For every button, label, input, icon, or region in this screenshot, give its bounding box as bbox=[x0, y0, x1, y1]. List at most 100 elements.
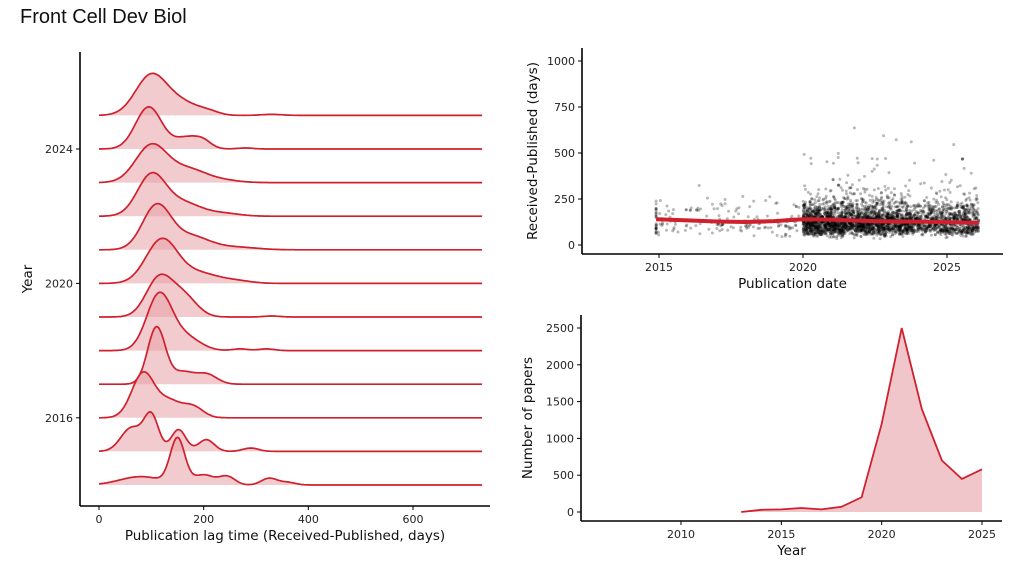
scatter-point bbox=[847, 225, 851, 229]
scatter-point bbox=[869, 211, 873, 215]
scatter-point bbox=[889, 227, 893, 231]
scatter-point bbox=[854, 214, 858, 218]
scatter-point bbox=[827, 213, 831, 216]
scatter-point bbox=[845, 211, 849, 215]
scatter-point bbox=[887, 211, 891, 215]
scatter-point bbox=[940, 180, 944, 184]
scatter-point bbox=[807, 206, 811, 210]
scatter-point bbox=[901, 229, 905, 233]
scatter-point bbox=[824, 231, 828, 235]
scatter-point bbox=[972, 227, 976, 231]
scatter-point bbox=[894, 225, 898, 229]
scatter-point bbox=[974, 225, 978, 229]
scatter-point bbox=[802, 213, 805, 217]
scatter-point bbox=[824, 208, 828, 212]
scatter-point bbox=[954, 213, 957, 217]
scatter-point bbox=[919, 182, 923, 186]
scatter-point bbox=[927, 212, 931, 216]
scatter-point bbox=[829, 210, 833, 214]
scatter-point bbox=[824, 211, 828, 214]
scatter-point bbox=[887, 230, 891, 234]
scatter-point bbox=[835, 224, 839, 228]
scatter-point bbox=[860, 216, 864, 220]
scatter-point bbox=[860, 225, 864, 229]
scatter-point bbox=[860, 228, 864, 231]
scatter-point bbox=[840, 201, 844, 204]
scatter-point bbox=[890, 227, 894, 231]
scatter-point bbox=[786, 225, 790, 228]
scatter-point bbox=[928, 228, 932, 232]
scatter-point bbox=[890, 228, 893, 232]
scatter-point bbox=[806, 222, 810, 226]
scatter-point bbox=[826, 214, 830, 218]
scatter-point bbox=[867, 223, 871, 227]
scatter-point bbox=[957, 210, 961, 213]
scatter-point bbox=[862, 228, 866, 232]
scatter-point bbox=[952, 215, 955, 219]
scatter-point bbox=[932, 214, 936, 218]
scatter-point bbox=[803, 184, 807, 188]
scatter-point bbox=[922, 210, 926, 214]
scatter-point bbox=[971, 232, 975, 236]
scatter-point bbox=[926, 227, 930, 231]
scatter-point bbox=[908, 209, 912, 212]
scatter-point bbox=[851, 209, 855, 213]
scatter-point bbox=[905, 204, 909, 208]
scatter-point bbox=[929, 216, 933, 220]
scatter-point bbox=[824, 227, 828, 230]
scatter-point bbox=[919, 214, 923, 218]
scatter-point bbox=[889, 217, 893, 220]
scatter-point bbox=[898, 232, 902, 236]
scatter-point bbox=[898, 226, 902, 230]
scatter-point bbox=[880, 207, 884, 211]
scatter-point bbox=[827, 227, 831, 231]
scatter-point bbox=[841, 225, 845, 229]
scatter-point bbox=[847, 186, 851, 190]
scatter-point bbox=[924, 214, 928, 218]
scatter-point bbox=[817, 224, 821, 228]
scatter-point bbox=[962, 192, 966, 196]
scatter-point bbox=[898, 229, 902, 233]
scatter-point bbox=[918, 204, 922, 208]
x-tick-label: 2015 bbox=[645, 261, 673, 274]
scatter-point bbox=[779, 223, 783, 227]
scatter-point bbox=[854, 199, 858, 203]
scatter-point bbox=[822, 207, 826, 211]
scatter-point bbox=[872, 229, 875, 233]
scatter-point bbox=[925, 196, 929, 199]
scatter-point bbox=[963, 211, 967, 215]
scatter-point bbox=[965, 230, 969, 234]
scatter-point bbox=[922, 199, 926, 203]
scatter-point bbox=[654, 207, 658, 211]
scatter-point bbox=[858, 214, 862, 218]
scatter-point bbox=[848, 223, 852, 227]
scatter-point bbox=[818, 223, 822, 227]
scatter-point bbox=[938, 210, 942, 214]
scatter-point bbox=[859, 192, 863, 196]
scatter-point bbox=[855, 223, 859, 227]
scatter-point bbox=[881, 206, 885, 210]
scatter-point bbox=[867, 230, 871, 234]
scatter-point bbox=[859, 228, 863, 232]
scatter-point bbox=[839, 227, 843, 231]
scatter-point bbox=[966, 231, 970, 235]
scatter-point bbox=[959, 215, 963, 219]
scatter-point bbox=[811, 222, 815, 226]
scatter-point bbox=[869, 228, 873, 232]
scatter-point bbox=[872, 230, 876, 234]
scatter-point bbox=[900, 201, 904, 205]
scatter-point bbox=[844, 215, 848, 219]
scatter-point bbox=[913, 228, 917, 232]
scatter-point bbox=[896, 208, 900, 212]
scatter-point bbox=[863, 174, 866, 178]
scatter-point bbox=[809, 223, 813, 227]
scatter-point bbox=[801, 222, 805, 226]
scatter-point bbox=[654, 213, 658, 217]
scatter-point bbox=[944, 233, 948, 237]
scatter-point bbox=[943, 225, 947, 229]
scatter-point bbox=[957, 213, 961, 217]
scatter-point bbox=[942, 225, 945, 229]
y-tick-label: 750 bbox=[554, 101, 575, 114]
scatter-point bbox=[822, 226, 826, 229]
scatter-point bbox=[823, 207, 827, 211]
